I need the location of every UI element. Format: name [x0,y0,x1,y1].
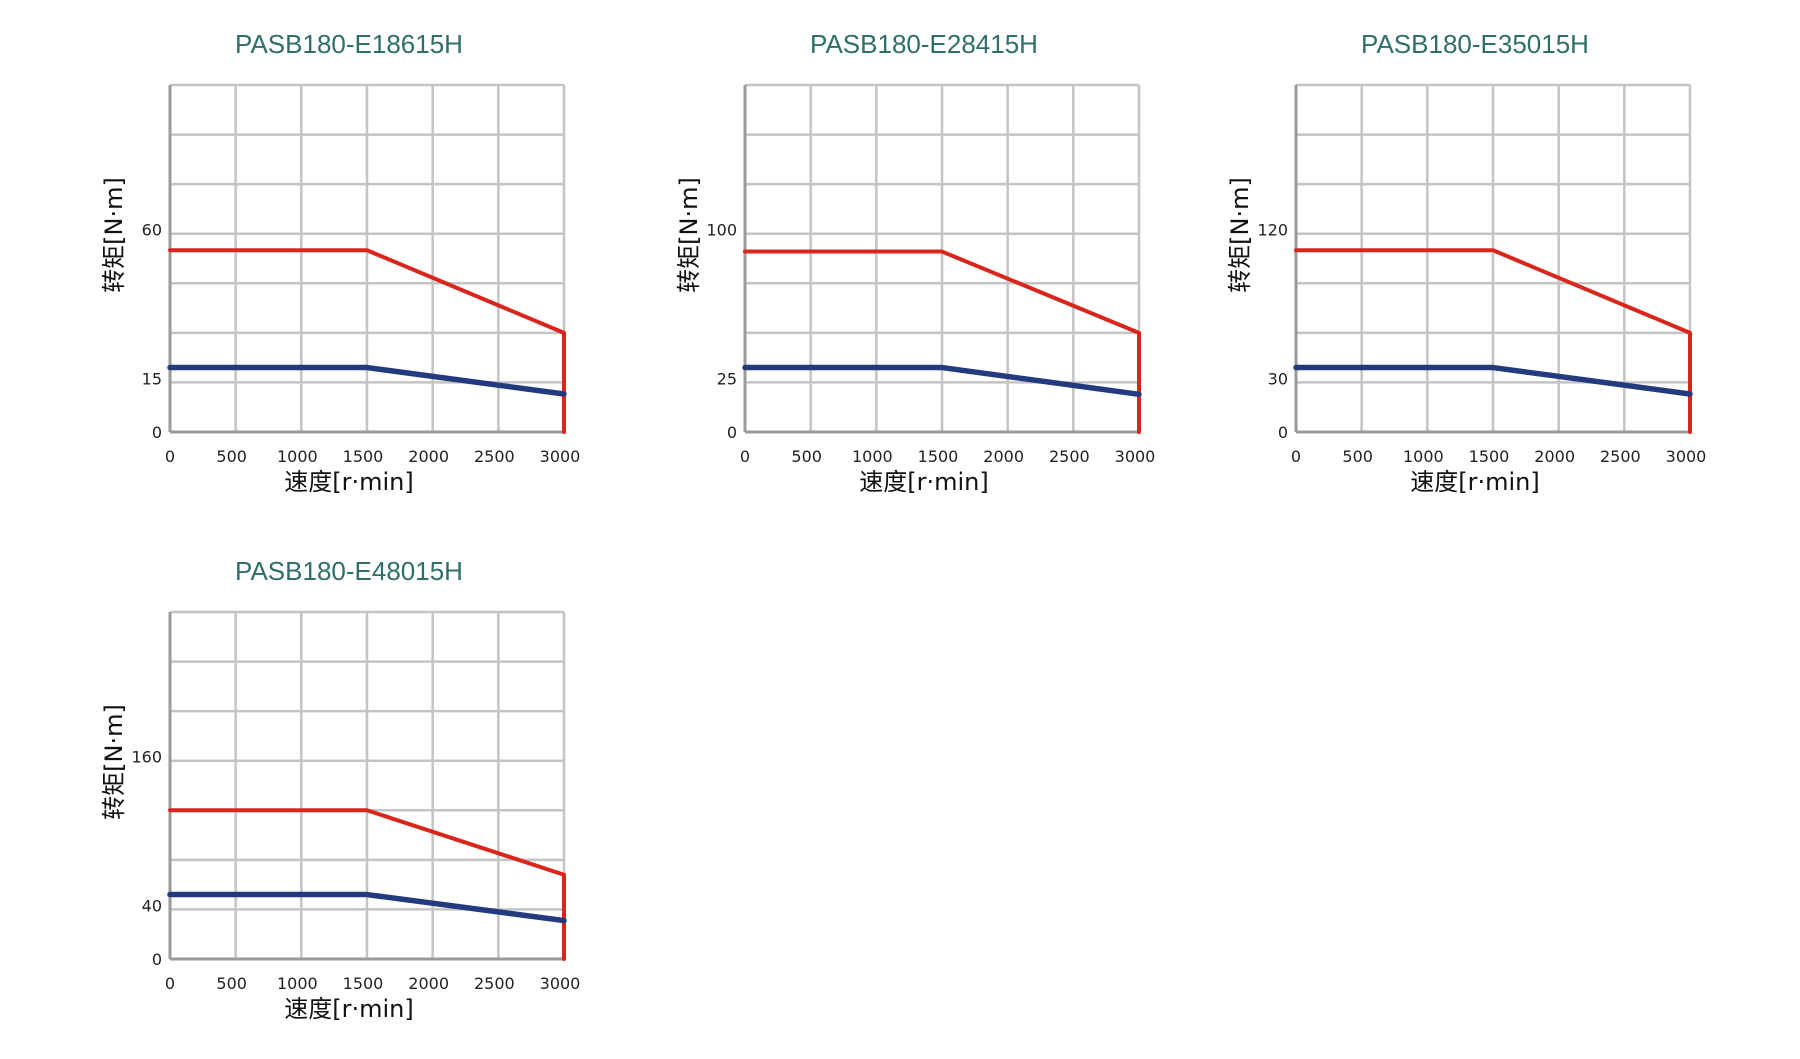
x-tick-label: 1500 [918,447,959,466]
chart-title: PASB180-E48015H [235,556,463,586]
x-tick-label: 0 [1291,447,1301,466]
x-tick-label: 3000 [1115,447,1156,466]
x-tick-label: 2500 [474,447,515,466]
x-tick-label: 500 [1342,447,1373,466]
chart-1: PASB180-E28415H 0 500 1000 1500 2000 2500 3000 0… [675,29,1155,496]
y-tick-label: 60 [142,221,162,240]
chart-2: PASB180-E35015H 0 500 1000 1500 2000 2500 3000 0… [1226,29,1706,496]
chart-title: PASB180-E18615H [235,29,463,59]
x-tick-label: 2000 [408,974,449,993]
x-tick-label: 3000 [1666,447,1707,466]
x-tick-label: 3000 [540,974,581,993]
series-rated-line [167,364,567,397]
y-tick-label: 0 [152,423,162,442]
x-tick-label: 0 [165,974,175,993]
x-tick-label: 500 [216,974,247,993]
x-axis-label: 速度[r·min] [284,995,413,1023]
y-axis-label: 转矩[N·m] [100,704,128,820]
x-tick-label: 1000 [277,447,318,466]
x-tick-label: 1500 [343,974,384,993]
x-tick-label: 1500 [343,447,384,466]
y-tick-label: 0 [727,423,737,442]
y-tick-label: 0 [1278,423,1288,442]
x-tick-label: 2500 [1049,447,1090,466]
x-axis-label: 速度[r·min] [859,468,988,496]
x-tick-label: 1000 [852,447,893,466]
x-tick-label: 500 [216,447,247,466]
chart-0: PASB180-E18615H 0 500 1000 1500 2000 2500 3000 0… [100,29,580,496]
x-tick-label: 1000 [1403,447,1444,466]
x-axis-label: 速度[r·min] [1410,468,1539,496]
x-tick-label: 0 [740,447,750,466]
x-tick-label: 0 [165,447,175,466]
y-tick-label: 120 [1257,221,1288,240]
y-axis-label: 转矩[N·m] [675,177,703,293]
y-tick-label: 0 [152,950,162,969]
series-peak-line [743,249,1141,434]
y-tick-label: 40 [142,896,162,915]
x-tick-label: 1000 [277,974,318,993]
x-tick-label: 500 [791,447,822,466]
x-tick-label: 2500 [474,974,515,993]
series-rated-line [742,364,1142,398]
x-tick-label: 3000 [540,447,581,466]
chart-title: PASB180-E35015H [1361,29,1589,59]
y-tick-label: 30 [1268,369,1288,388]
x-axis-label: 速度[r·min] [284,468,413,496]
x-tick-label: 2500 [1600,447,1641,466]
series-peak-line [168,808,566,961]
y-tick-label: 100 [706,221,737,240]
y-axis-label: 转矩[N·m] [100,177,128,293]
y-axis-label: 转矩[N·m] [1226,177,1254,293]
y-tick-label: 15 [142,369,162,388]
x-tick-label: 2000 [1534,447,1575,466]
series-rated-line [1293,364,1693,397]
chart-title: PASB180-E28415H [810,29,1038,59]
series-rated-line [167,891,567,924]
x-tick-label: 2000 [408,447,449,466]
chart-3: PASB180-E48015H 0 500 1000 1500 2000 2500 3000 0… [100,556,580,1023]
y-tick-label: 25 [717,369,737,388]
x-tick-label: 2000 [983,447,1024,466]
y-tick-label: 160 [131,748,162,767]
series-peak-line [1294,248,1692,434]
series-peak-line [168,248,566,434]
x-tick-label: 1500 [1469,447,1510,466]
